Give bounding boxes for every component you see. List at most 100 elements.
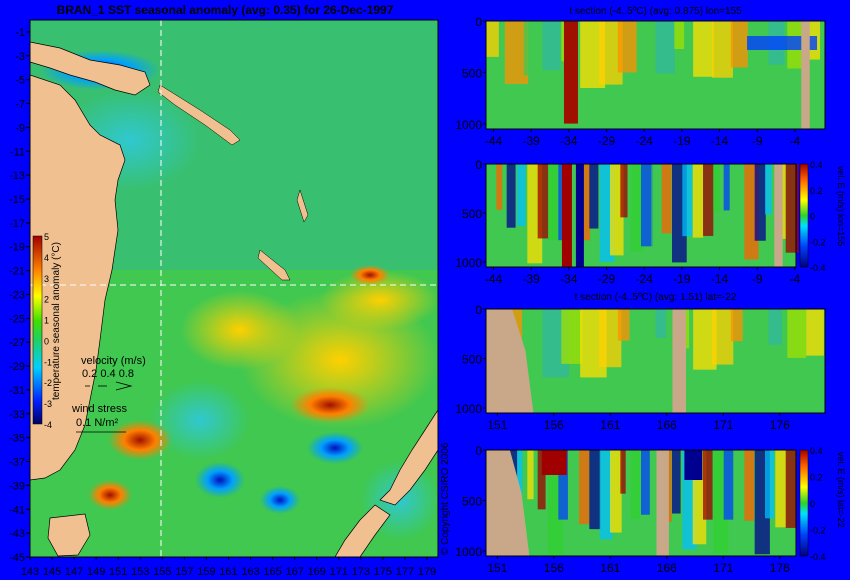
map-y-tick-label: -7 [15, 99, 25, 111]
map-title: BRAN_1 SST seasonal anomaly (avg: 0.35) … [57, 3, 394, 17]
section-feature [630, 450, 641, 520]
map-y-tick-label: -29 [9, 361, 25, 373]
section-feature [723, 164, 730, 211]
map-cold-spot-3 [260, 486, 300, 514]
map-colorbar-tick-label: -2 [44, 378, 52, 388]
section-feature [636, 21, 656, 74]
map-hot-spot-1 [290, 387, 370, 423]
map-hot-spot-2 [108, 420, 172, 460]
map-x-tick-label: 177 [396, 566, 414, 578]
section-feature [641, 450, 650, 515]
section-x-tick-label: -9 [752, 272, 763, 286]
section-feature [693, 309, 717, 370]
section-cold-core [747, 36, 818, 50]
map-x-tick-label: 155 [153, 566, 171, 578]
map-y-tick-label: -19 [9, 242, 25, 254]
section-y-tick-label: 500 [462, 494, 482, 508]
new-caledonia [257, 249, 291, 281]
section-feature [589, 164, 599, 229]
section-panel-1: t section (-4..5ºC) (avg: 0.875) lon=155… [455, 6, 826, 148]
map-x-axis: 143 145 147 149 151 153 155 157 159 161 163 165 167 1… [21, 557, 436, 578]
section-feature [734, 450, 748, 543]
map-x-tick-label: 165 [263, 566, 281, 578]
section-feature [672, 450, 681, 514]
map-hot-spot-3 [88, 480, 132, 510]
section-x-tick-label: -24 [636, 272, 654, 286]
section-cold-core [684, 450, 703, 480]
section-feature [517, 450, 523, 495]
section-colorbar-tick-label: 0.2 [810, 473, 823, 483]
section-feature [749, 309, 761, 338]
section-panel-4: 0 500 1000 151 156 161 166 171 176 0.4 0.2 0 -0.2 -0.… [455, 444, 846, 575]
section-feature [579, 450, 590, 525]
section-x-tick-label: 176 [770, 561, 790, 575]
section-x-tick-label: 171 [713, 418, 733, 432]
section-x-tick-label: -19 [673, 134, 691, 148]
section-x-tick-label: 151 [487, 561, 507, 575]
section-x-tick-label: -4 [790, 272, 801, 286]
section-panel-2: 0 500 1000-44 -39 -34 -29 -24 -19 -14 -9 -4 0.4 0.2 0… [455, 158, 846, 286]
tasmania-land [47, 513, 91, 557]
section-feature [744, 450, 755, 521]
section-feature [775, 450, 787, 528]
section-x-tick-label: 156 [544, 418, 564, 432]
map-y-tick-label: -17 [9, 218, 25, 230]
section-y-tick-label: 500 [462, 353, 482, 367]
new-guinea-land [30, 41, 151, 96]
section-x-tick-label: 156 [544, 561, 564, 575]
map-x-tick-label: 175 [374, 566, 392, 578]
section-frame [485, 449, 797, 557]
section-title: t section (-4..5ºC) (avg: 1.51) lat=-22 [575, 292, 737, 303]
section-x-tick-label: -39 [523, 134, 541, 148]
section-feature [599, 21, 623, 85]
section-x-tick-label: 171 [713, 561, 733, 575]
section-feature [703, 450, 713, 520]
map-y-tick-label: -9 [15, 122, 25, 134]
new-zealand-south-land [334, 504, 391, 557]
section-y-tick-label: 0 [475, 303, 482, 317]
section-feature [620, 164, 628, 218]
section-frame [485, 163, 797, 268]
map-y-tick-label: -39 [9, 480, 25, 492]
section-feature [527, 450, 534, 500]
solomon-islands [157, 84, 241, 146]
section-y-tick-label: 0 [475, 15, 482, 29]
map-legend: velocity (m/s) 0.2 0.4 0.8 wind stress 0… [71, 355, 146, 433]
section-x-tick-label: -14 [711, 272, 729, 286]
section-feature [537, 450, 546, 510]
map-hot-spot-4 [350, 265, 390, 285]
section-feature [568, 164, 580, 241]
section-feature [558, 450, 568, 520]
section-feature [599, 450, 613, 540]
map-y-tick-label: -3 [15, 51, 25, 63]
map-y-tick-label: -1 [15, 27, 25, 39]
section-feature [661, 164, 672, 234]
map-x-tick-label: 161 [219, 566, 237, 578]
section-y-tick-label: 0 [475, 158, 482, 172]
map-x-tick-label: 167 [285, 566, 303, 578]
section-y-tick-label: 0 [475, 444, 482, 458]
section-x-tick-label: -4 [790, 134, 801, 148]
section-feature [486, 164, 492, 207]
map-y-tick-label: -43 [9, 528, 25, 540]
section-feature [712, 309, 734, 365]
map-colorbar-tick-label: -1 [44, 357, 52, 367]
section-feature [785, 450, 797, 528]
section-feature [682, 164, 693, 237]
section-feature [655, 21, 675, 74]
map-x-tick-label: 145 [43, 566, 61, 578]
map-colorbar-tick-label: 2 [44, 295, 49, 305]
section-feature [506, 164, 516, 228]
section-x-tick-label: 151 [487, 418, 507, 432]
map-y-tick-label: -27 [9, 337, 25, 349]
section-x-tick-label: 176 [770, 418, 790, 432]
section-y-tick-label: 500 [462, 66, 482, 80]
section-feature [496, 164, 503, 210]
section-feature [754, 164, 766, 241]
section-feature [523, 21, 544, 76]
map-warm-patch-2 [320, 270, 438, 330]
section-x-tick-label: -44 [485, 272, 503, 286]
map-y-tick-label: -23 [9, 289, 25, 301]
section-x-tick-label: -44 [485, 134, 503, 148]
section-feature [730, 309, 743, 342]
